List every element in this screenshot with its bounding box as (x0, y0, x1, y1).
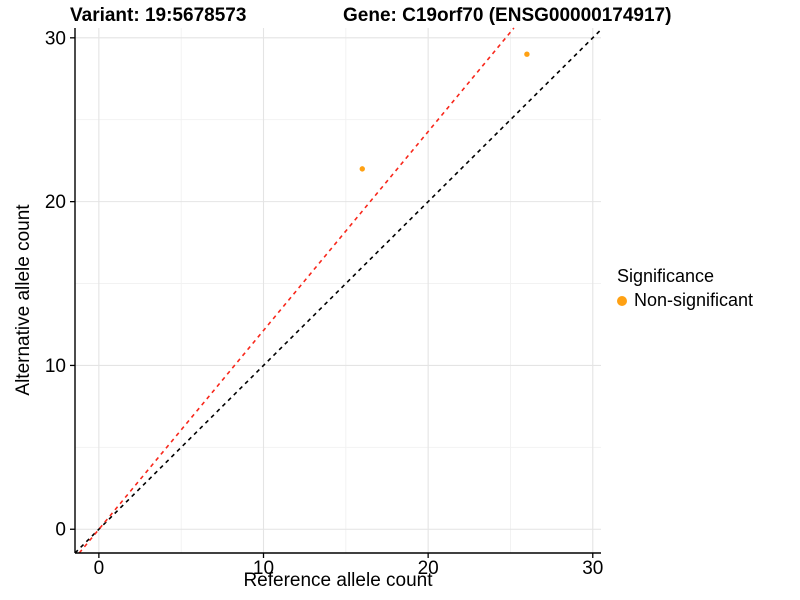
legend-item-label: Non-significant (634, 290, 754, 310)
y-tick-label: 10 (45, 356, 66, 377)
x-tick-label: 10 (253, 558, 274, 579)
identity-line (74, 29, 602, 554)
y-axis-label: Alternative allele count (13, 204, 34, 396)
legend-item-non-significant: Non-significant (617, 290, 753, 311)
x-axis-label: Reference allele count (243, 570, 433, 591)
ratio-line (78, 27, 515, 554)
plot-title-variant: Variant: 19:5678573 (70, 5, 247, 26)
plot-title-gene: Gene: C19orf70 (ENSG00000174917) (343, 5, 672, 26)
point-key-icon (617, 295, 627, 306)
x-tick-label: 20 (418, 558, 439, 579)
data-point (524, 51, 530, 57)
data-point (359, 166, 365, 172)
y-tick-label: 30 (45, 28, 66, 49)
y-tick-label: 20 (45, 192, 66, 213)
x-tick-label: 0 (94, 558, 105, 579)
legend-title: Significance (617, 266, 715, 286)
x-tick-label: 30 (582, 558, 603, 579)
legend: Significance Non-significant (617, 266, 753, 311)
y-tick-label: 0 (55, 520, 66, 541)
